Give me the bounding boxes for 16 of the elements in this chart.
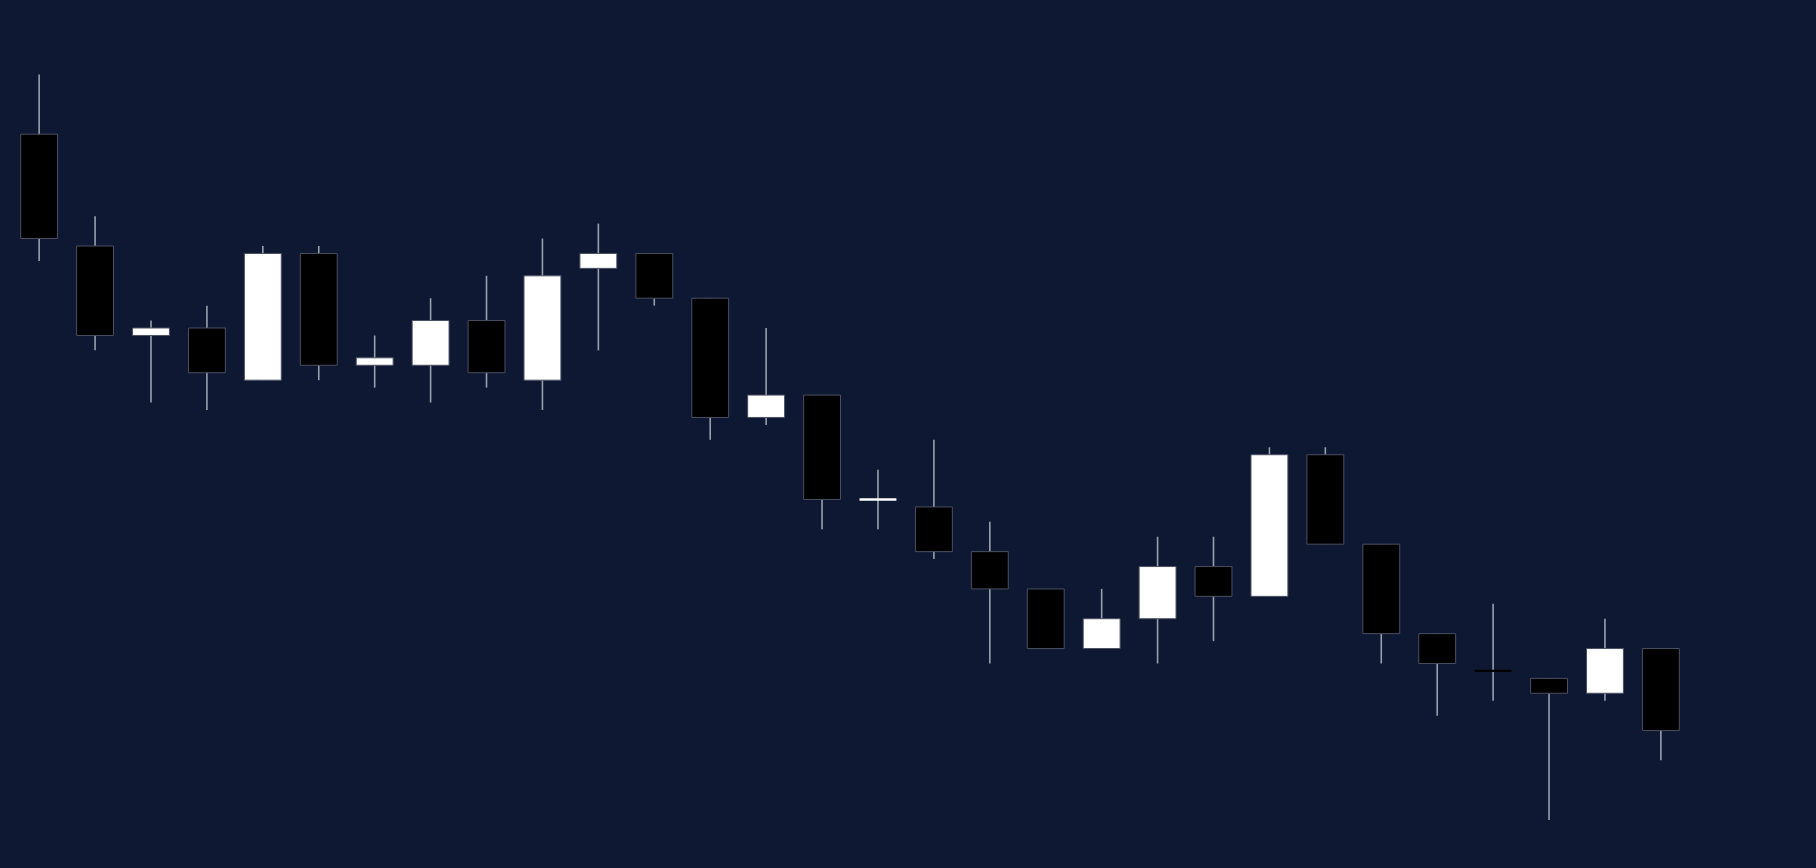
candlestick — [1082, 588, 1121, 650]
candlestick — [1530, 677, 1568, 821]
candlestick — [914, 439, 953, 560]
candlestick — [970, 521, 1009, 665]
candlestick — [411, 297, 450, 404]
candlestick — [747, 327, 786, 426]
candlestick — [1473, 603, 1513, 702]
candlestick — [187, 304, 226, 411]
candlestick — [1586, 617, 1624, 702]
candlestick — [579, 222, 618, 352]
candlestick — [858, 468, 898, 531]
candlestick — [635, 252, 674, 307]
candlestick — [132, 319, 170, 404]
candlestick — [1418, 632, 1457, 717]
candlestick — [355, 334, 394, 389]
candlestick — [1194, 535, 1233, 642]
